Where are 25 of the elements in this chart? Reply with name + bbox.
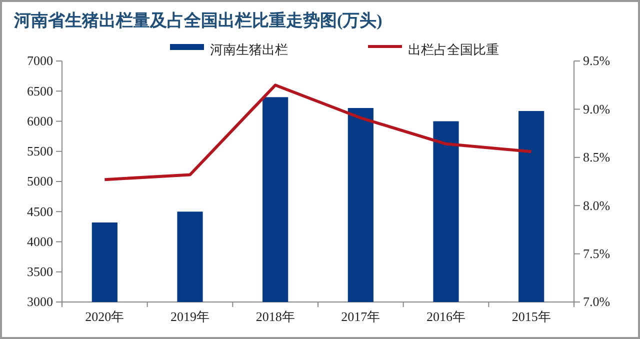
y2-tick-label: 8.0%: [583, 198, 610, 213]
y-tick-label: 6000: [27, 113, 53, 128]
x-tick-label: 2015年: [512, 309, 551, 324]
y-tick-label: 4000: [27, 234, 53, 249]
y-tick-label: 3500: [27, 264, 53, 280]
legend-label: 出栏占全国比重: [408, 42, 499, 57]
y-tick-label: 4500: [27, 204, 53, 219]
y-tick-label: 7000: [27, 53, 53, 68]
y-tick-label: 6500: [27, 83, 53, 98]
y-tick-label: 3000: [27, 294, 53, 310]
y-tick-label: 5500: [27, 144, 53, 159]
y2-tick-label: 9.0%: [583, 101, 610, 116]
x-tick-label: 2019年: [170, 309, 210, 324]
y2-tick-label: 7.0%: [583, 294, 610, 310]
y2-tick-label: 8.5%: [583, 150, 610, 165]
x-tick-label: 2016年: [426, 309, 466, 324]
x-tick-label: 2018年: [256, 309, 295, 324]
chart-title: 河南省生猪出栏量及占全国出栏比重走势图(万头): [13, 11, 382, 30]
x-tick-label: 2020年: [85, 309, 124, 324]
y2-tick-label: 9.5%: [583, 53, 610, 68]
y2-tick-label: 7.5%: [583, 246, 610, 261]
line-series: [103, 84, 533, 182]
y-tick-label: 5000: [27, 174, 53, 189]
legend-label: 河南生猪出栏: [210, 42, 288, 57]
x-tick-label: 2017年: [341, 309, 380, 324]
